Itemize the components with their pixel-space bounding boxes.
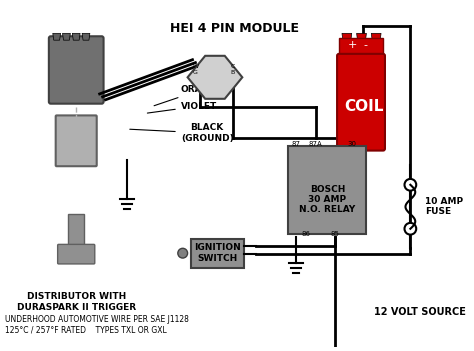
Polygon shape: [356, 33, 366, 41]
Circle shape: [404, 223, 416, 234]
FancyBboxPatch shape: [288, 146, 366, 234]
Text: W
G: W G: [192, 64, 199, 75]
Text: 85: 85: [331, 231, 339, 237]
Polygon shape: [53, 33, 61, 40]
Text: DISTRIBUTOR WITH
DURASPARK II TRIGGER: DISTRIBUTOR WITH DURASPARK II TRIGGER: [17, 292, 136, 312]
Polygon shape: [68, 214, 84, 253]
FancyBboxPatch shape: [337, 54, 385, 151]
Polygon shape: [342, 33, 352, 41]
FancyBboxPatch shape: [58, 244, 95, 264]
Text: BOSCH
30 AMP
N.O. RELAY: BOSCH 30 AMP N.O. RELAY: [299, 185, 356, 214]
FancyBboxPatch shape: [191, 239, 244, 268]
Text: ORANGE: ORANGE: [154, 85, 224, 106]
Circle shape: [404, 179, 416, 191]
Text: COIL: COIL: [344, 99, 383, 114]
Text: UNDERHOOD AUTOMOTIVE WIRE PER SAE J1128
125°C / 257°F RATED    TYPES TXL OR GXL: UNDERHOOD AUTOMOTIVE WIRE PER SAE J1128 …: [5, 315, 189, 334]
Text: HEI 4 PIN MODULE: HEI 4 PIN MODULE: [170, 22, 299, 35]
Text: IGNITION
SWITCH: IGNITION SWITCH: [194, 244, 241, 263]
Text: C
B: C B: [230, 64, 235, 75]
Text: 10 AMP
FUSE: 10 AMP FUSE: [425, 197, 463, 216]
Polygon shape: [63, 33, 70, 40]
Circle shape: [178, 248, 188, 258]
Text: -: -: [364, 40, 367, 50]
Text: BLACK
(GROUND): BLACK (GROUND): [130, 124, 234, 143]
FancyBboxPatch shape: [339, 38, 383, 56]
Text: 86: 86: [301, 231, 310, 237]
Polygon shape: [188, 56, 242, 99]
FancyBboxPatch shape: [55, 115, 97, 166]
Text: 87: 87: [292, 141, 301, 147]
FancyBboxPatch shape: [49, 36, 103, 104]
Text: 30: 30: [347, 141, 356, 147]
Polygon shape: [371, 33, 381, 41]
Text: 87A: 87A: [309, 141, 322, 147]
Text: 12 VOLT SOURCE: 12 VOLT SOURCE: [374, 307, 466, 317]
Polygon shape: [82, 33, 90, 40]
Text: VIOLET: VIOLET: [147, 101, 217, 113]
Text: +: +: [348, 40, 357, 50]
Polygon shape: [73, 33, 80, 40]
